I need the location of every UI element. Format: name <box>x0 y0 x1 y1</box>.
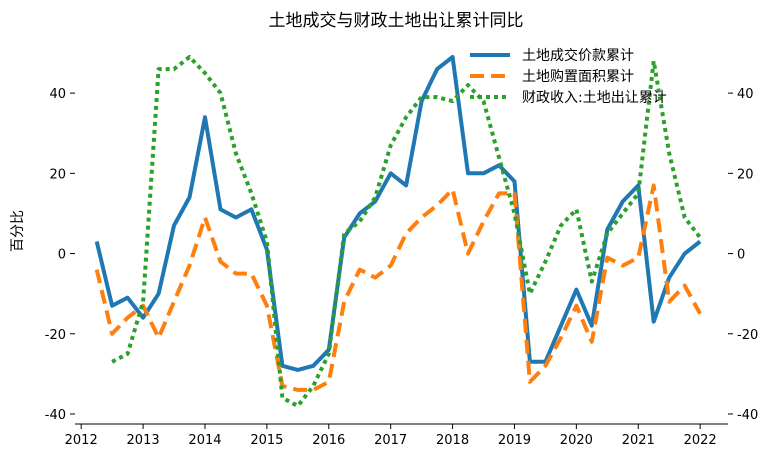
series-line-2 <box>94 183 702 392</box>
y-tick-label-right: 20 <box>737 167 754 182</box>
y-tick-label-left: -40 <box>45 408 66 423</box>
y-axis-label: 百分比 <box>10 210 26 252</box>
y-tick-label-left: -20 <box>45 328 66 343</box>
x-tick-label: 2016 <box>312 433 345 448</box>
legend-label-2: 土地购置面积累计 <box>522 69 634 85</box>
y-tick-label-right: 40 <box>737 87 754 102</box>
series-line-1 <box>94 55 702 372</box>
y-tick-label-right: -20 <box>737 328 758 343</box>
x-tick-label: 2020 <box>560 433 593 448</box>
y-tick-label-left: 40 <box>49 87 66 102</box>
x-tick-label: 2017 <box>374 433 407 448</box>
x-tick-label: 2012 <box>65 433 98 448</box>
y-tick-label-right: -40 <box>737 408 758 423</box>
x-tick-label: 2019 <box>498 433 531 448</box>
legend-label-3: 财政收入:土地出让累计 <box>522 90 667 106</box>
x-tick-label: 2022 <box>684 433 717 448</box>
x-tick-label: 2018 <box>436 433 469 448</box>
chart-title: 土地成交与财政土地出让累计同比 <box>269 11 524 31</box>
y-tick-label-left: 20 <box>49 167 66 182</box>
series-line-3 <box>111 55 702 408</box>
y-tick-label-right: 0 <box>737 248 745 263</box>
x-tick-label: 2013 <box>127 433 160 448</box>
x-tick-label: 2014 <box>188 433 221 448</box>
axes: 2012 2013 2014 2015 2016 2017 2018 2019 2020 2021… <box>45 87 758 448</box>
y-tick-label-left: 0 <box>58 248 66 263</box>
x-tick-label: 2015 <box>250 433 283 448</box>
legend-label-1: 土地成交价款累计 <box>522 47 634 64</box>
series-layer <box>94 55 702 408</box>
x-tick-label: 2021 <box>622 433 655 448</box>
